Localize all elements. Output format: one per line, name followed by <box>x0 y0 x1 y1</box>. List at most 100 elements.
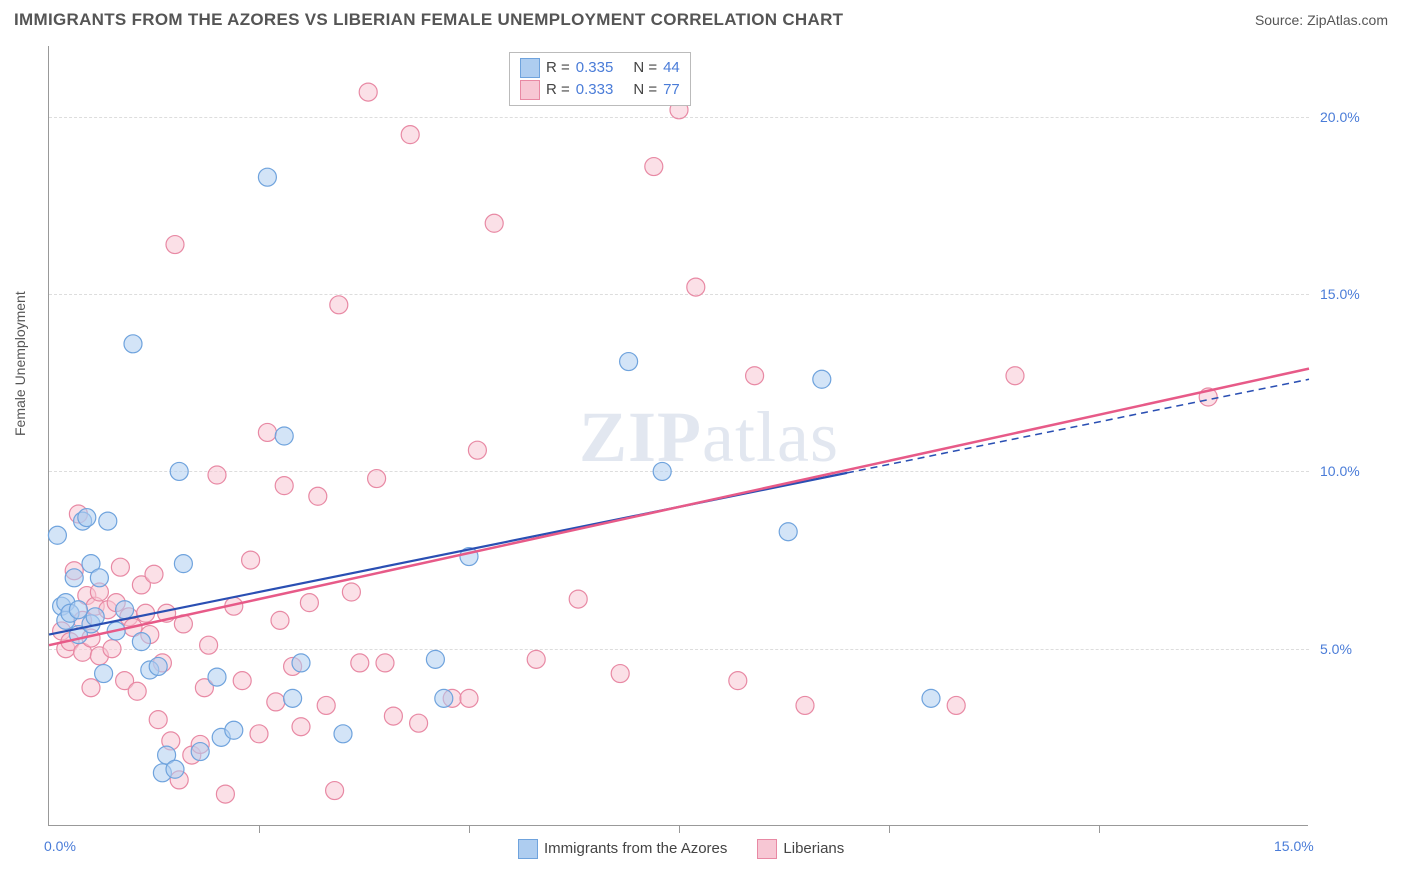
x-tick-mark <box>1099 825 1100 833</box>
y-tick-label: 10.0% <box>1320 463 1360 479</box>
y-tick-label: 15.0% <box>1320 286 1360 302</box>
data-point-liberians <box>460 689 478 707</box>
data-point-azores <box>95 665 113 683</box>
data-point-liberians <box>410 714 428 732</box>
legend-n-value: 44 <box>663 57 680 79</box>
x-tick-label: 15.0% <box>1274 838 1314 854</box>
x-tick-mark <box>259 825 260 833</box>
legend-r-value: 0.335 <box>576 57 614 79</box>
data-point-liberians <box>242 551 260 569</box>
data-point-azores <box>653 462 671 480</box>
data-point-azores <box>170 462 188 480</box>
data-point-liberians <box>250 725 268 743</box>
data-point-liberians <box>330 296 348 314</box>
data-point-azores <box>78 509 96 527</box>
y-tick-label: 5.0% <box>1320 641 1352 657</box>
data-point-liberians <box>292 718 310 736</box>
chart-title: IMMIGRANTS FROM THE AZORES VS LIBERIAN F… <box>14 10 843 30</box>
data-point-liberians <box>569 590 587 608</box>
data-point-azores <box>620 353 638 371</box>
legend-r-label: R = <box>546 79 570 101</box>
data-point-liberians <box>729 672 747 690</box>
data-point-azores <box>132 633 150 651</box>
data-point-azores <box>174 555 192 573</box>
data-point-liberians <box>384 707 402 725</box>
legend-correlation-row: R = 0.335 N = 44 <box>520 57 680 79</box>
data-point-liberians <box>208 466 226 484</box>
data-point-liberians <box>645 158 663 176</box>
data-point-liberians <box>611 665 629 683</box>
legend-series: Immigrants from the Azores Liberians <box>518 838 844 860</box>
data-point-azores <box>116 601 134 619</box>
data-point-azores <box>258 168 276 186</box>
data-point-liberians <box>103 640 121 658</box>
data-point-liberians <box>149 711 167 729</box>
data-point-azores <box>922 689 940 707</box>
legend-series-label: Immigrants from the Azores <box>544 838 727 860</box>
data-point-liberians <box>947 696 965 714</box>
data-point-liberians <box>359 83 377 101</box>
plot-area: ZIPatlas R =0.335N =44R =0.333N =77 <box>48 46 1308 826</box>
x-tick-mark <box>889 825 890 833</box>
legend-swatch <box>520 80 540 100</box>
data-point-liberians <box>1006 367 1024 385</box>
legend-series-item: Immigrants from the Azores <box>518 838 727 860</box>
data-point-liberians <box>271 611 289 629</box>
data-point-azores <box>48 526 66 544</box>
y-axis-label: Female Unemployment <box>12 291 28 436</box>
trendline-liberians <box>49 369 1309 646</box>
data-point-liberians <box>796 696 814 714</box>
x-tick-label: 0.0% <box>44 838 76 854</box>
data-point-liberians <box>216 785 234 803</box>
legend-correlation: R = 0.335 N = 44 R = 0.333 N = 77 <box>509 52 691 106</box>
source-citation: Source: ZipAtlas.com <box>1255 12 1388 28</box>
data-point-azores <box>225 721 243 739</box>
data-point-azores <box>275 427 293 445</box>
data-point-liberians <box>111 558 129 576</box>
legend-series-label: Liberians <box>783 838 844 860</box>
data-point-liberians <box>687 278 705 296</box>
data-point-liberians <box>145 565 163 583</box>
data-point-azores <box>65 569 83 587</box>
scatter-svg <box>49 46 1309 826</box>
legend-n-label: N = <box>633 79 657 101</box>
data-point-liberians <box>267 693 285 711</box>
y-tick-label: 20.0% <box>1320 109 1360 125</box>
data-point-liberians <box>309 487 327 505</box>
data-point-azores <box>149 657 167 675</box>
legend-r-value: 0.333 <box>576 79 614 101</box>
trendline-azores-dashed <box>847 379 1309 473</box>
data-point-azores <box>284 689 302 707</box>
data-point-liberians <box>746 367 764 385</box>
data-point-azores <box>208 668 226 686</box>
data-point-azores <box>779 523 797 541</box>
source-prefix: Source: <box>1255 12 1307 28</box>
source-name: ZipAtlas.com <box>1307 12 1388 28</box>
data-point-liberians <box>376 654 394 672</box>
data-point-liberians <box>258 423 276 441</box>
legend-r-label: R = <box>546 57 570 79</box>
data-point-azores <box>124 335 142 353</box>
data-point-liberians <box>166 236 184 254</box>
data-point-azores <box>426 650 444 668</box>
legend-swatch <box>518 839 538 859</box>
data-point-liberians <box>200 636 218 654</box>
data-point-azores <box>813 370 831 388</box>
data-point-azores <box>435 689 453 707</box>
data-point-liberians <box>527 650 545 668</box>
data-point-liberians <box>300 594 318 612</box>
data-point-liberians <box>368 470 386 488</box>
legend-correlation-row: R = 0.333 N = 77 <box>520 79 680 101</box>
legend-n-value: 77 <box>663 79 680 101</box>
legend-series-item: Liberians <box>757 838 844 860</box>
legend-n-label: N = <box>633 57 657 79</box>
data-point-liberians <box>351 654 369 672</box>
data-point-azores <box>90 569 108 587</box>
data-point-liberians <box>317 696 335 714</box>
data-point-liberians <box>342 583 360 601</box>
legend-swatch <box>520 58 540 78</box>
chart-header: IMMIGRANTS FROM THE AZORES VS LIBERIAN F… <box>0 0 1406 38</box>
data-point-azores <box>292 654 310 672</box>
data-point-azores <box>69 601 87 619</box>
legend-swatch <box>757 839 777 859</box>
